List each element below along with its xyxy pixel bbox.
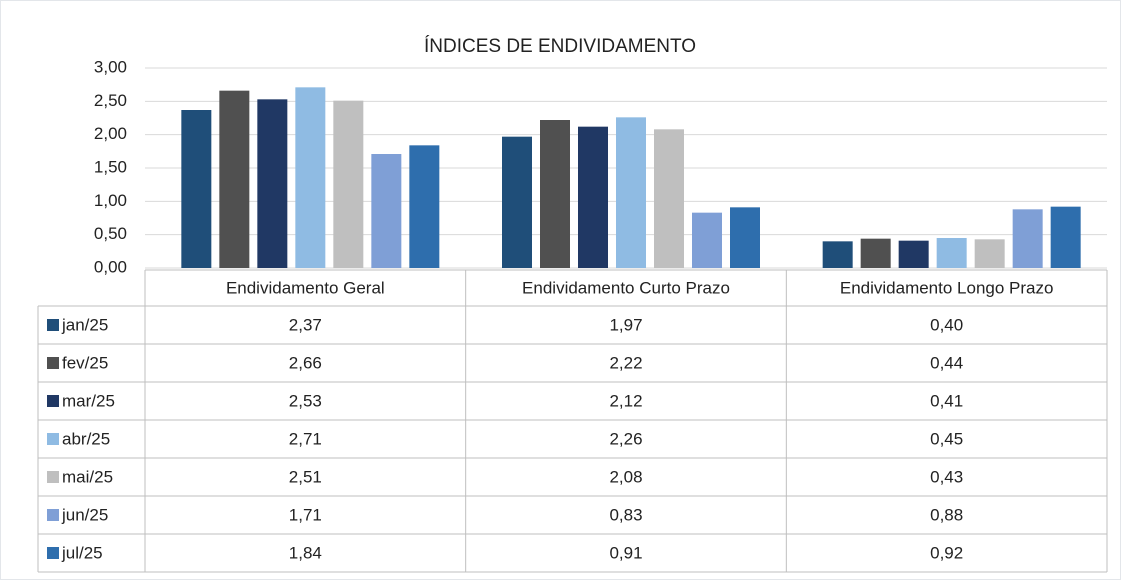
y-tick-label: 3,00 [94, 57, 127, 76]
table-value: 1,97 [609, 315, 642, 334]
bar [333, 100, 364, 269]
table-value: 0,88 [930, 505, 963, 524]
bar [371, 154, 402, 268]
table-value: 2,37 [289, 315, 322, 334]
legend-label: mar/25 [62, 391, 115, 410]
bar [822, 241, 853, 268]
table-value: 0,44 [930, 353, 963, 372]
bar [502, 136, 532, 268]
legend-label: jul/25 [61, 543, 103, 562]
legend-label: abr/25 [62, 429, 110, 448]
y-tick-label: 0,00 [94, 257, 127, 276]
bar [1012, 209, 1043, 268]
table-value: 2,22 [609, 353, 642, 372]
bar [898, 240, 929, 268]
legend-key [47, 433, 59, 445]
bar [936, 238, 967, 268]
table-value: 2,53 [289, 391, 322, 410]
table-value: 2,12 [609, 391, 642, 410]
bar [974, 239, 1005, 268]
legend-key [47, 395, 59, 407]
table-value: 1,84 [289, 543, 322, 562]
legend-label: jun/25 [61, 505, 108, 524]
legend-label: mai/25 [62, 467, 113, 486]
table-value: 0,92 [930, 543, 963, 562]
table-value: 0,41 [930, 391, 963, 410]
table-value: 1,71 [289, 505, 322, 524]
bar [616, 117, 646, 268]
bar [219, 90, 250, 269]
table-header: Endividamento Geral [226, 278, 385, 297]
y-tick-label: 2,00 [94, 124, 127, 143]
chart-title: ÍNDICES DE ENDIVIDAMENTO [424, 36, 696, 57]
y-tick-label: 1,00 [94, 191, 127, 210]
table-value: 0,91 [609, 543, 642, 562]
y-tick-label: 2,50 [94, 91, 127, 110]
bar [295, 87, 326, 268]
bar [730, 207, 760, 268]
table-value: 2,66 [289, 353, 322, 372]
bar [181, 110, 212, 268]
legend-key [47, 319, 59, 331]
bar [860, 238, 891, 268]
legend-key [47, 471, 59, 483]
table-value: 2,08 [609, 467, 642, 486]
table-value: 2,26 [609, 429, 642, 448]
legend-label: fev/25 [62, 353, 108, 372]
table-value: 2,51 [289, 467, 322, 486]
legend-key [47, 547, 59, 559]
table-header: Endividamento Longo Prazo [840, 278, 1054, 297]
table-value: 0,83 [609, 505, 642, 524]
table-value: 0,43 [930, 467, 963, 486]
legend-key [47, 509, 59, 521]
bar [1050, 206, 1081, 268]
bar [540, 120, 570, 268]
legend-label: jan/25 [61, 315, 108, 334]
bar [409, 145, 440, 268]
table-value: 0,45 [930, 429, 963, 448]
bar [654, 129, 684, 268]
bar [692, 212, 722, 268]
table-header: Endividamento Curto Prazo [522, 278, 730, 297]
table-value: 2,71 [289, 429, 322, 448]
bar [257, 99, 288, 268]
table-value: 0,40 [930, 315, 963, 334]
bar [578, 126, 608, 269]
y-tick-label: 1,50 [94, 157, 127, 176]
y-tick-label: 0,50 [94, 224, 127, 243]
legend-key [47, 357, 59, 369]
